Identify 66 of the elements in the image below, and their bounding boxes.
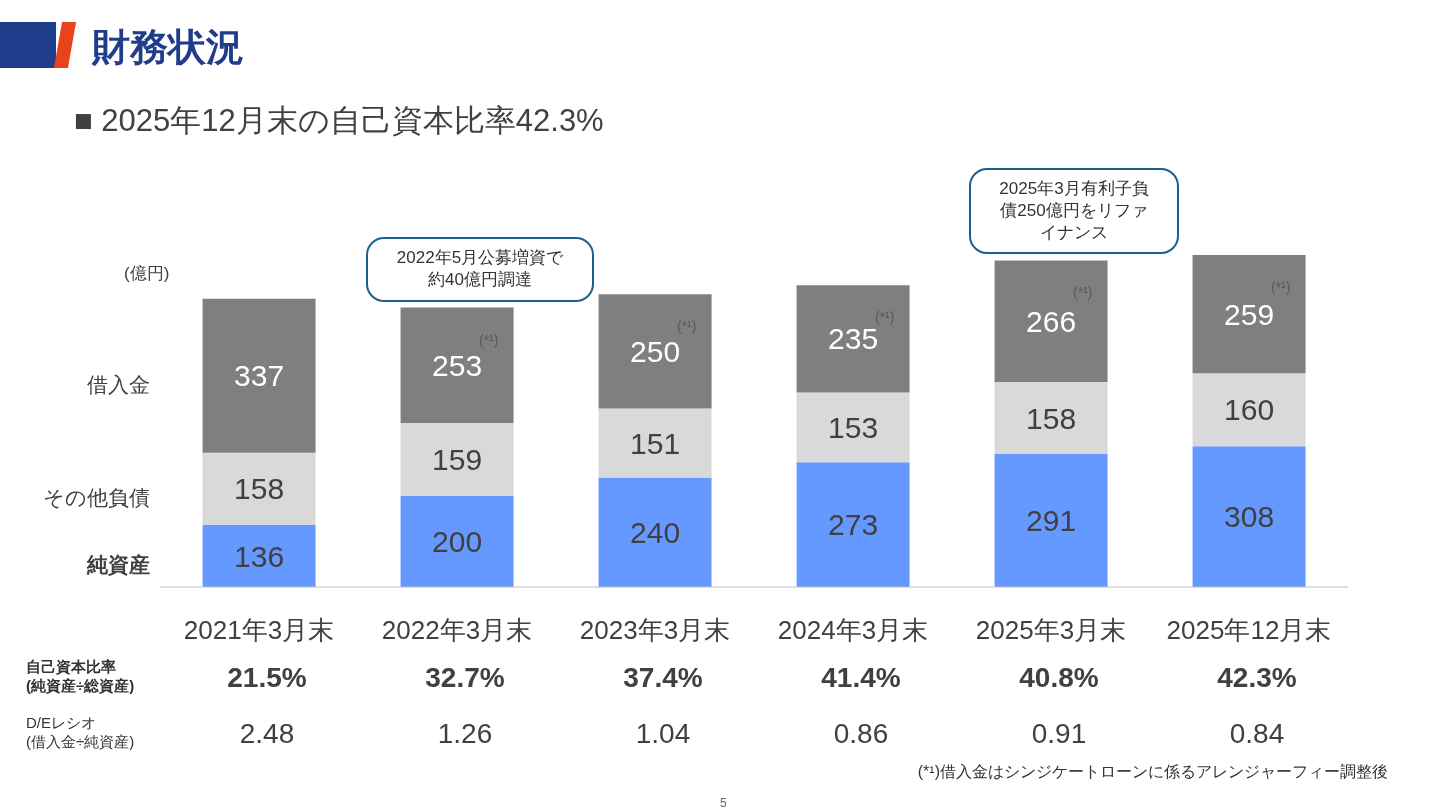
data-label: 308 [1224,500,1275,534]
data-label: 159 [432,443,483,477]
bar [400,307,514,424]
text: 32.7% [425,662,505,693]
text: 借入金 [87,371,150,398]
bar [994,381,1108,455]
bar [1192,255,1306,374]
bar [994,260,1108,382]
bar [202,452,316,525]
x-tick-label: 2023年3月末 [579,615,731,646]
bar [994,454,1108,587]
bar [202,524,316,587]
data-label: 158 [234,472,285,506]
bar [796,392,910,463]
x-tick-label: 2021年3月末 [183,615,335,646]
x-tick-label: 2022年3月末 [381,615,533,646]
text: 21.5% [227,662,307,693]
data-label: 136 [234,539,285,573]
data-label: 291 [1026,504,1077,538]
bar [598,294,712,409]
text: 42.3% [1217,662,1297,693]
data-label: 235 [828,322,879,356]
x-tick-label: 2025年12月末 [1166,615,1332,646]
data-label: 337 [234,359,285,393]
bar [796,462,910,587]
rounded-callout-frame: 2025年3月有利子負債250億円をリファイナンス [969,168,1179,255]
bar [400,495,514,587]
text: 41.4% [821,662,901,693]
data-label: 160 [1224,393,1275,427]
category-label: D/Eレシオ (借入金÷純資産) [26,714,135,750]
text: 5 [720,796,727,810]
data-label: 250 [630,335,681,369]
bar [1192,373,1306,447]
data-label: 253 [432,348,483,382]
text: 2.48 [239,718,295,749]
text: 1.04 [635,718,691,749]
text: 1.26 [437,718,493,749]
data-label: 240 [630,515,681,549]
text: 37.4% [623,662,703,693]
data-label: 153 [828,411,879,445]
category-label: 自己資本比率 (純資産÷総資産) [26,658,135,694]
rounded-callout-frame: 2022年5月公募増資で約40億円調達 [366,237,594,302]
data-label: 158 [1026,401,1077,435]
data-label: 151 [630,426,681,460]
bar [598,477,712,587]
text: 0.86 [833,718,889,749]
chart-title: 財務状況 [92,25,244,70]
bar [1192,446,1306,587]
text: 40.8% [1019,662,1099,693]
bar [202,298,316,453]
x-tick-label: 2024年3月末 [777,615,929,646]
x-tick-label: 2025年3月末 [975,615,1127,646]
bar [796,285,910,393]
data-label: 200 [432,524,483,558]
bar [400,423,514,496]
bar [598,408,712,478]
data-label: 266 [1026,304,1077,338]
text: その他負債 [43,484,150,511]
data-label: 273 [828,508,879,542]
text: (*¹)借入金はシンジケートローンに係るアレンジャーフィー調整後 [917,762,1388,782]
text: 0.84 [1229,718,1285,749]
text: 純資産 [87,551,150,578]
y-axis-title: (億円) [124,263,170,285]
chart-subtitle: ■ 2025年12月末の自己資本比率42.3% [74,102,604,140]
data-label: 259 [1224,297,1275,331]
text: 0.91 [1031,718,1087,749]
